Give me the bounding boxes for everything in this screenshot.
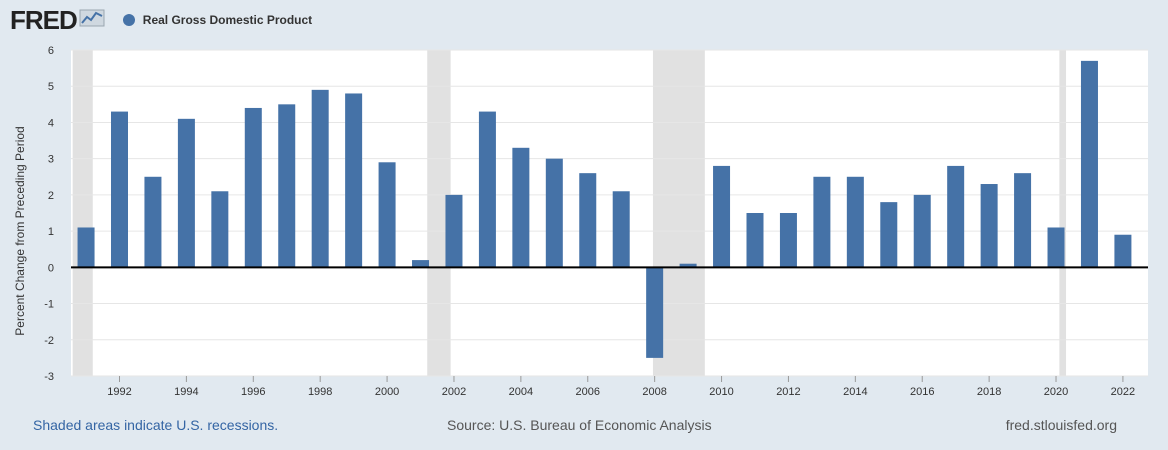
y-tick-label: 1 <box>48 226 54 238</box>
y-tick-label: 4 <box>48 117 54 129</box>
y-tick-label: 2 <box>48 190 54 202</box>
bar <box>110 111 128 268</box>
x-tick-label: 2004 <box>509 386 533 398</box>
x-tick-label: 2008 <box>642 386 666 398</box>
bar <box>813 176 831 268</box>
bar <box>311 89 329 268</box>
x-tick-label: 1992 <box>107 386 131 398</box>
bar <box>412 260 430 268</box>
recession-shading <box>1059 50 1067 376</box>
bar <box>1114 234 1132 268</box>
site-link[interactable]: fred.stlouisfed.org <box>1005 417 1117 433</box>
bar <box>646 267 664 358</box>
recession-shading <box>72 50 93 376</box>
bar <box>1014 173 1032 268</box>
x-tick-label: 2012 <box>776 386 800 398</box>
bar <box>211 191 229 268</box>
x-tick-label: 2016 <box>910 386 934 398</box>
x-tick-label: 2022 <box>1111 386 1135 398</box>
legend-label: Real Gross Domestic Product <box>142 13 313 27</box>
bar <box>947 165 965 268</box>
bar <box>579 173 597 268</box>
x-tick-label: 1994 <box>174 386 198 398</box>
x-tick-label: 2018 <box>977 386 1001 398</box>
bar <box>478 111 496 268</box>
x-tick-label: 2006 <box>576 386 600 398</box>
fred-line-chart-icon <box>79 8 105 33</box>
recession-shading <box>427 50 451 376</box>
y-axis-label: Percent Change from Preceding Period <box>13 126 27 335</box>
bar <box>244 107 262 268</box>
x-tick-label: 2020 <box>1044 386 1068 398</box>
bar <box>746 213 764 268</box>
y-tick-label: 6 <box>48 45 54 57</box>
bar <box>77 227 95 268</box>
bar <box>612 191 630 268</box>
y-tick-label: 5 <box>48 81 54 93</box>
chart-header: FRED Real Gross Domestic Product <box>10 4 313 35</box>
x-tick-label: 1996 <box>241 386 265 398</box>
bar <box>512 147 530 268</box>
bar <box>1047 227 1065 268</box>
y-tick-label: 3 <box>48 154 54 166</box>
x-tick-label: 2010 <box>709 386 733 398</box>
bar <box>846 176 864 268</box>
y-tick-label: -2 <box>44 335 54 347</box>
bar <box>545 158 563 268</box>
bar <box>378 162 396 268</box>
bar <box>913 194 931 268</box>
bar <box>278 104 296 268</box>
legend[interactable]: Real Gross Domestic Product <box>122 13 313 27</box>
bar <box>345 93 363 268</box>
bar <box>880 202 898 268</box>
bar <box>177 118 195 268</box>
source-note: Source: U.S. Bureau of Economic Analysis <box>447 417 712 433</box>
x-tick-label: 2014 <box>843 386 867 398</box>
y-tick-label: 0 <box>48 262 54 274</box>
y-tick-label: -3 <box>44 371 54 383</box>
x-tick-label: 2000 <box>375 386 399 398</box>
x-tick-label: 1998 <box>308 386 332 398</box>
x-tick-label: 2002 <box>442 386 466 398</box>
bar <box>144 176 162 268</box>
bar <box>445 194 463 268</box>
y-tick-label: -1 <box>44 299 54 311</box>
legend-swatch <box>122 14 135 26</box>
recession-note[interactable]: Shaded areas indicate U.S. recessions. <box>33 417 279 433</box>
bar <box>1080 60 1098 268</box>
bar <box>980 184 998 268</box>
bar <box>779 213 797 268</box>
bar <box>679 263 697 268</box>
fred-logo[interactable]: FRED <box>10 4 78 35</box>
bar <box>713 165 731 268</box>
